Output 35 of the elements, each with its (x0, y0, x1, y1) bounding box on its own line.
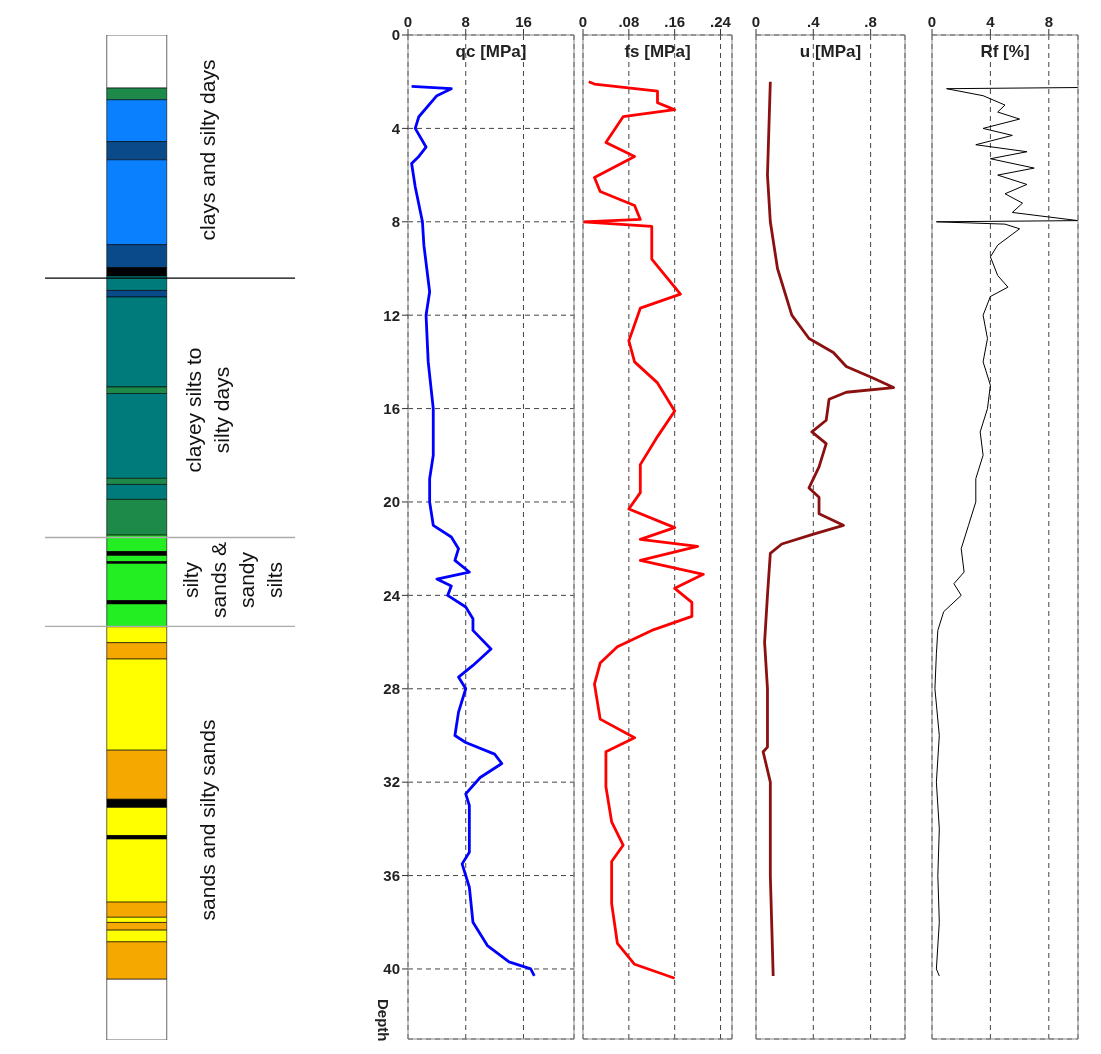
y-tick-label: 12 (383, 306, 400, 324)
x-tick-label: .16 (664, 13, 686, 30)
x-tick-label: 16 (515, 13, 532, 30)
y-tick-label: 8 (391, 213, 400, 231)
x-tick-label: 0 (578, 13, 588, 30)
y-tick-label: 24 (383, 586, 401, 604)
x-tick-label: 4 (986, 13, 996, 30)
y-tick-label: 20 (383, 493, 400, 511)
x-tick-label: 0 (403, 13, 413, 30)
y-tick-label: 16 (383, 399, 400, 417)
y-tick-label: 40 (383, 960, 400, 978)
text: clays and silty days (196, 59, 219, 241)
bar (106, 555, 168, 562)
x-axis-title: u [MPa] (799, 42, 862, 61)
x-tick-label: .24 (710, 13, 732, 30)
y-tick-label: 4 (391, 119, 401, 137)
y-tick-label: 28 (383, 680, 400, 698)
x-tick-label: .8 (864, 13, 877, 30)
x-tick-label: .4 (807, 13, 821, 30)
x-axis-title: fs [MPa] (624, 42, 691, 61)
x-tick-label: 8 (461, 13, 470, 30)
x-tick-label: 0 (751, 13, 761, 30)
bar (106, 563, 168, 601)
x-tick-label: 8 (1044, 13, 1053, 30)
x-tick-label: 0 (927, 13, 937, 30)
text: sands and silty sands (196, 719, 219, 921)
text: clayey silts to silty days (182, 347, 233, 473)
y-tick-label: 36 (383, 866, 400, 884)
x-axis-title: Rf [%] (980, 42, 1030, 61)
x-tick-label: .08 (618, 13, 640, 30)
y-tick-label: 0 (391, 26, 400, 44)
y-axis-title: Depth (375, 999, 392, 1042)
x-axis-title: qc [MPa] (455, 42, 527, 61)
y-tick-label: 32 (383, 773, 400, 791)
text: silty sands & sandy silts (179, 542, 286, 618)
